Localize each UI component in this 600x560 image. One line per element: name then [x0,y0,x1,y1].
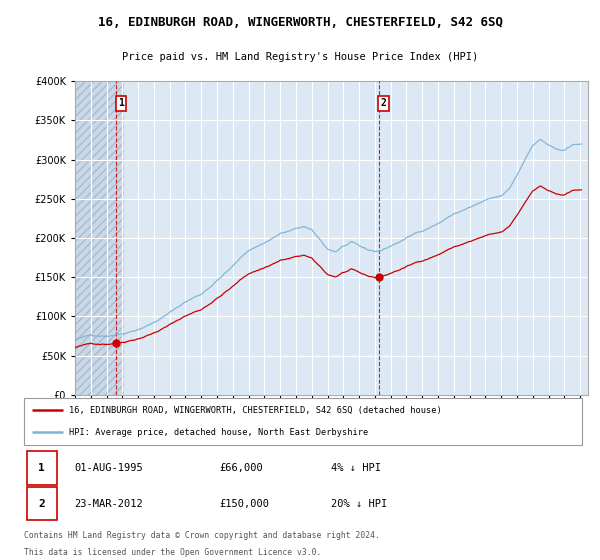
Text: 16, EDINBURGH ROAD, WINGERWORTH, CHESTERFIELD, S42 6SQ (detached house): 16, EDINBURGH ROAD, WINGERWORTH, CHESTER… [68,405,442,414]
Text: 16, EDINBURGH ROAD, WINGERWORTH, CHESTERFIELD, S42 6SQ: 16, EDINBURGH ROAD, WINGERWORTH, CHESTER… [97,16,503,29]
Text: 1: 1 [38,463,45,473]
Text: £66,000: £66,000 [220,463,263,473]
Text: 2: 2 [38,498,45,508]
Bar [75,81,124,395]
Text: 4% ↓ HPI: 4% ↓ HPI [331,463,381,473]
Text: 01-AUG-1995: 01-AUG-1995 [74,463,143,473]
Text: 20% ↓ HPI: 20% ↓ HPI [331,498,387,508]
Text: HPI: Average price, detached house, North East Derbyshire: HPI: Average price, detached house, Nort… [68,428,368,437]
Text: 2: 2 [381,99,387,108]
Text: Contains HM Land Registry data © Crown copyright and database right 2024.: Contains HM Land Registry data © Crown c… [24,531,380,540]
Bar [27,487,58,520]
Text: £150,000: £150,000 [220,498,269,508]
Text: This data is licensed under the Open Government Licence v3.0.: This data is licensed under the Open Gov… [24,548,322,557]
Text: 1: 1 [118,99,124,108]
Text: Price paid vs. HM Land Registry's House Price Index (HPI): Price paid vs. HM Land Registry's House … [122,53,478,62]
Text: 23-MAR-2012: 23-MAR-2012 [74,498,143,508]
Bar [27,451,58,484]
